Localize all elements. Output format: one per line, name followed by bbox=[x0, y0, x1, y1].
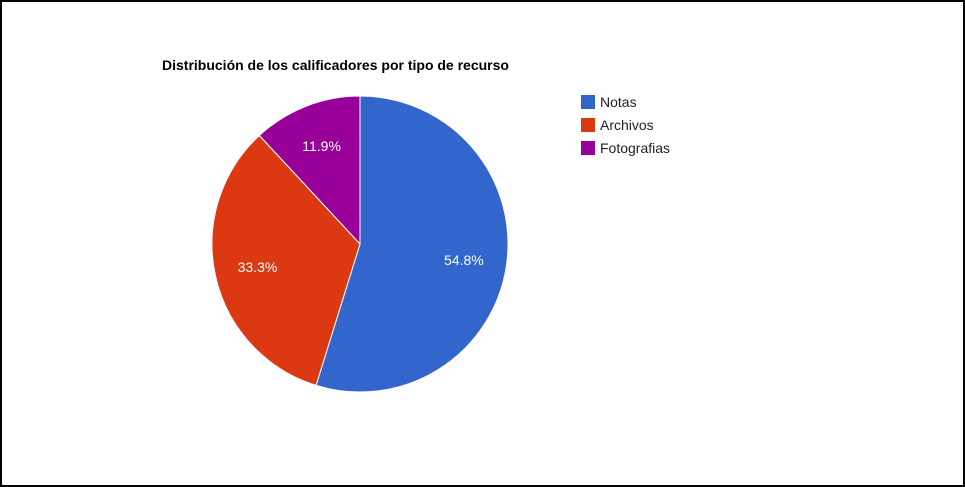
legend-label-fotografias: Fotografias bbox=[600, 140, 670, 156]
pie-slice-fotografias bbox=[258, 95, 361, 246]
legend: Notas Archivos Fotografias bbox=[581, 94, 670, 156]
legend-label-notas: Notas bbox=[600, 94, 637, 110]
chart-title: Distribución de los calificadores por ti… bbox=[162, 57, 509, 73]
pie-slice-notas bbox=[315, 95, 509, 393]
legend-swatch-fotografias bbox=[581, 141, 595, 155]
slice-label-archivos: 33.3% bbox=[238, 259, 278, 275]
legend-swatch-notas bbox=[581, 95, 595, 109]
legend-label-archivos: Archivos bbox=[600, 117, 654, 133]
pie-slices bbox=[211, 95, 509, 393]
legend-swatch-archivos bbox=[581, 118, 595, 132]
slice-label-fotografias: 11.9% bbox=[302, 138, 341, 154]
slice-label-notas: 54.8% bbox=[444, 252, 484, 268]
pie-slice-labels: 54.8% 33.3% 11.9% bbox=[238, 138, 484, 275]
pie-slice-archivos bbox=[211, 134, 361, 386]
